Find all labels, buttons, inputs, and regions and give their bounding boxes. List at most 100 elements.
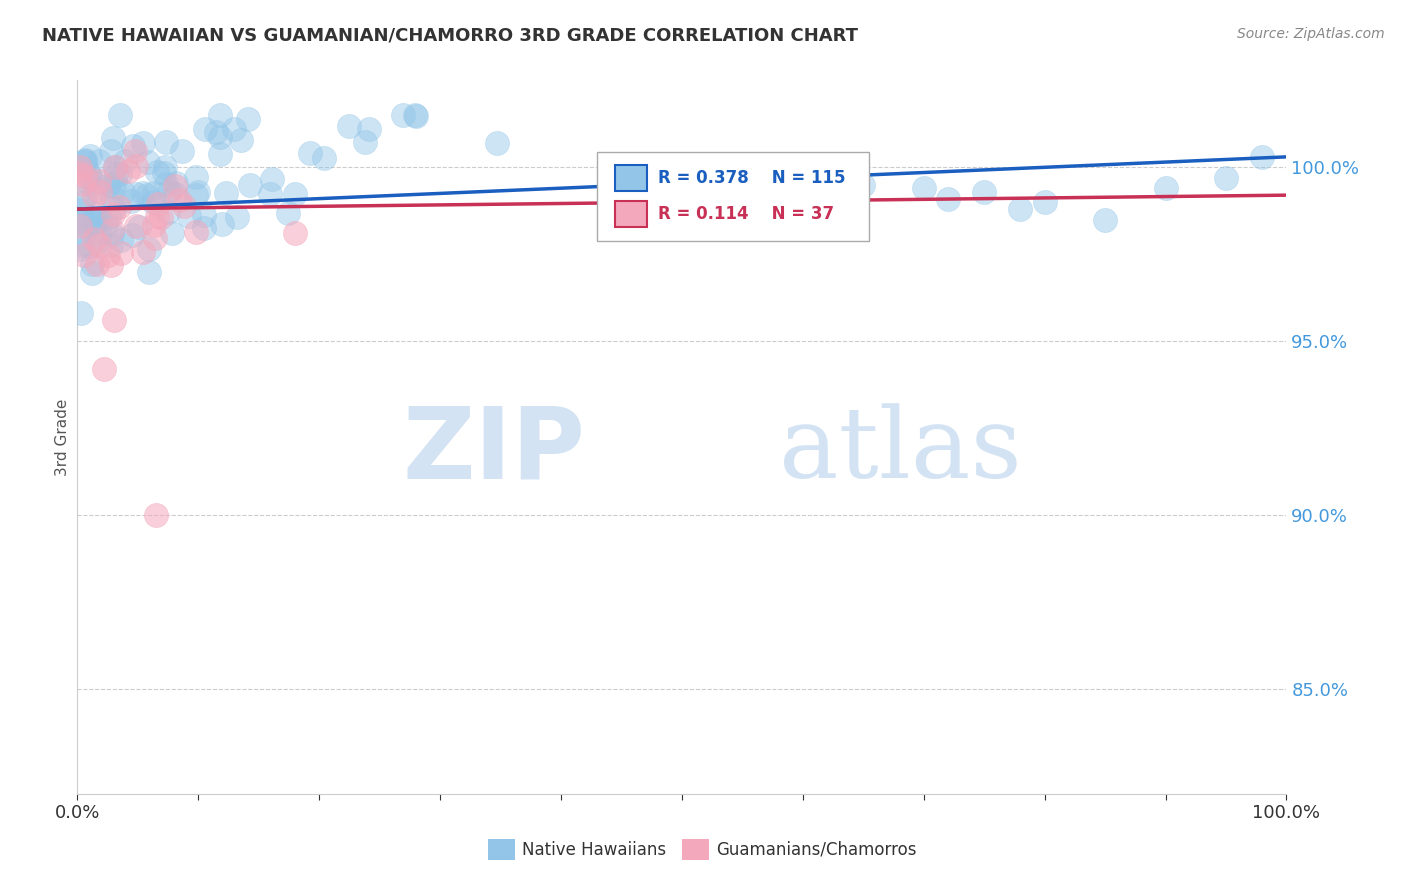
Point [108, 108, 131, 122]
Point [392, 108, 415, 122]
Text: ZIP: ZIP [402, 403, 585, 500]
Point [142, 194, 165, 209]
Point [142, 186, 165, 201]
Point [143, 218, 166, 232]
Point [70, 202, 93, 217]
Point [145, 508, 167, 523]
Point [103, 131, 125, 145]
Point [108, 200, 131, 214]
Point [146, 209, 169, 223]
Point [73, 153, 96, 168]
Point [208, 108, 231, 122]
Point [72, 214, 94, 228]
Point [96, 218, 118, 232]
Point [172, 145, 194, 159]
Point [100, 144, 122, 158]
Point [184, 225, 207, 239]
Text: NATIVE HAWAIIAN VS GUAMANIAN/CHAMORRO 3RD GRADE CORRELATION CHART: NATIVE HAWAIIAN VS GUAMANIAN/CHAMORRO 3R… [42, 27, 858, 45]
Point [155, 160, 177, 174]
Point [69, 166, 91, 180]
Point [187, 185, 209, 199]
Point [1251, 150, 1274, 164]
Point [120, 194, 142, 208]
Point [75, 218, 97, 232]
Point [87, 153, 110, 168]
Point [89, 211, 111, 225]
Point [101, 227, 124, 241]
Point [93, 362, 115, 376]
Point [160, 226, 183, 240]
Point [404, 108, 426, 122]
Point [138, 242, 160, 256]
Point [277, 206, 299, 220]
Point [69, 161, 91, 175]
FancyBboxPatch shape [682, 838, 709, 860]
Point [103, 202, 125, 216]
Point [84, 217, 107, 231]
Point [121, 228, 143, 243]
Point [143, 231, 166, 245]
Point [357, 122, 380, 136]
Point [70, 177, 93, 191]
Point [73, 155, 96, 169]
Point [70, 238, 93, 252]
Point [167, 193, 190, 207]
Point [70, 218, 93, 232]
Point [194, 121, 217, 136]
Point [101, 223, 124, 237]
Point [239, 178, 262, 193]
Point [124, 144, 146, 158]
FancyBboxPatch shape [616, 201, 647, 227]
Point [1010, 202, 1032, 216]
Point [104, 160, 127, 174]
Point [79, 169, 101, 183]
Point [146, 197, 169, 211]
Point [132, 186, 155, 200]
Point [97, 178, 120, 192]
Point [128, 219, 150, 234]
Point [100, 238, 122, 252]
Point [184, 169, 207, 184]
Point [1033, 195, 1056, 210]
FancyBboxPatch shape [488, 838, 515, 860]
Point [973, 185, 995, 199]
Point [912, 181, 935, 195]
Point [229, 133, 252, 147]
Point [177, 209, 200, 223]
Point [259, 187, 281, 202]
Point [89, 186, 111, 200]
Point [132, 136, 155, 150]
Point [125, 159, 148, 173]
Text: atlas: atlas [779, 403, 1021, 500]
Point [138, 265, 160, 279]
Point [125, 219, 148, 234]
Point [209, 146, 232, 161]
Point [73, 169, 96, 183]
Point [211, 217, 233, 231]
Point [86, 207, 108, 221]
Point [70, 306, 93, 320]
Text: Source: ZipAtlas.com: Source: ZipAtlas.com [1237, 27, 1385, 41]
Point [312, 152, 335, 166]
Point [792, 188, 814, 202]
Point [173, 199, 195, 213]
Point [731, 195, 754, 210]
Point [101, 188, 124, 202]
Point [86, 215, 108, 229]
Point [105, 167, 128, 181]
Point [1154, 181, 1177, 195]
Point [73, 153, 96, 167]
Point [131, 245, 153, 260]
Point [114, 153, 136, 168]
Point [186, 187, 208, 202]
Point [87, 237, 110, 252]
Point [155, 178, 177, 192]
Text: R = 0.114    N = 37: R = 0.114 N = 37 [658, 205, 834, 223]
Point [110, 167, 132, 181]
Point [70, 196, 93, 211]
Point [354, 136, 377, 150]
Point [83, 188, 105, 202]
Point [87, 235, 110, 249]
Point [157, 184, 180, 198]
Point [165, 176, 187, 190]
